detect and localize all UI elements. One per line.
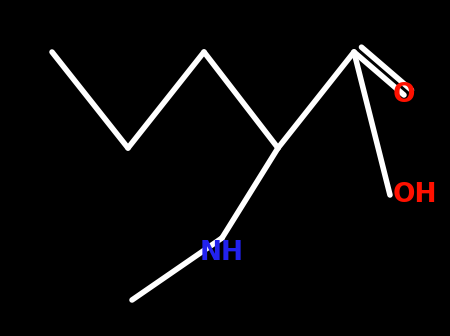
Text: OH: OH bbox=[392, 182, 437, 208]
Text: O: O bbox=[393, 82, 415, 108]
Text: NH: NH bbox=[200, 240, 244, 266]
